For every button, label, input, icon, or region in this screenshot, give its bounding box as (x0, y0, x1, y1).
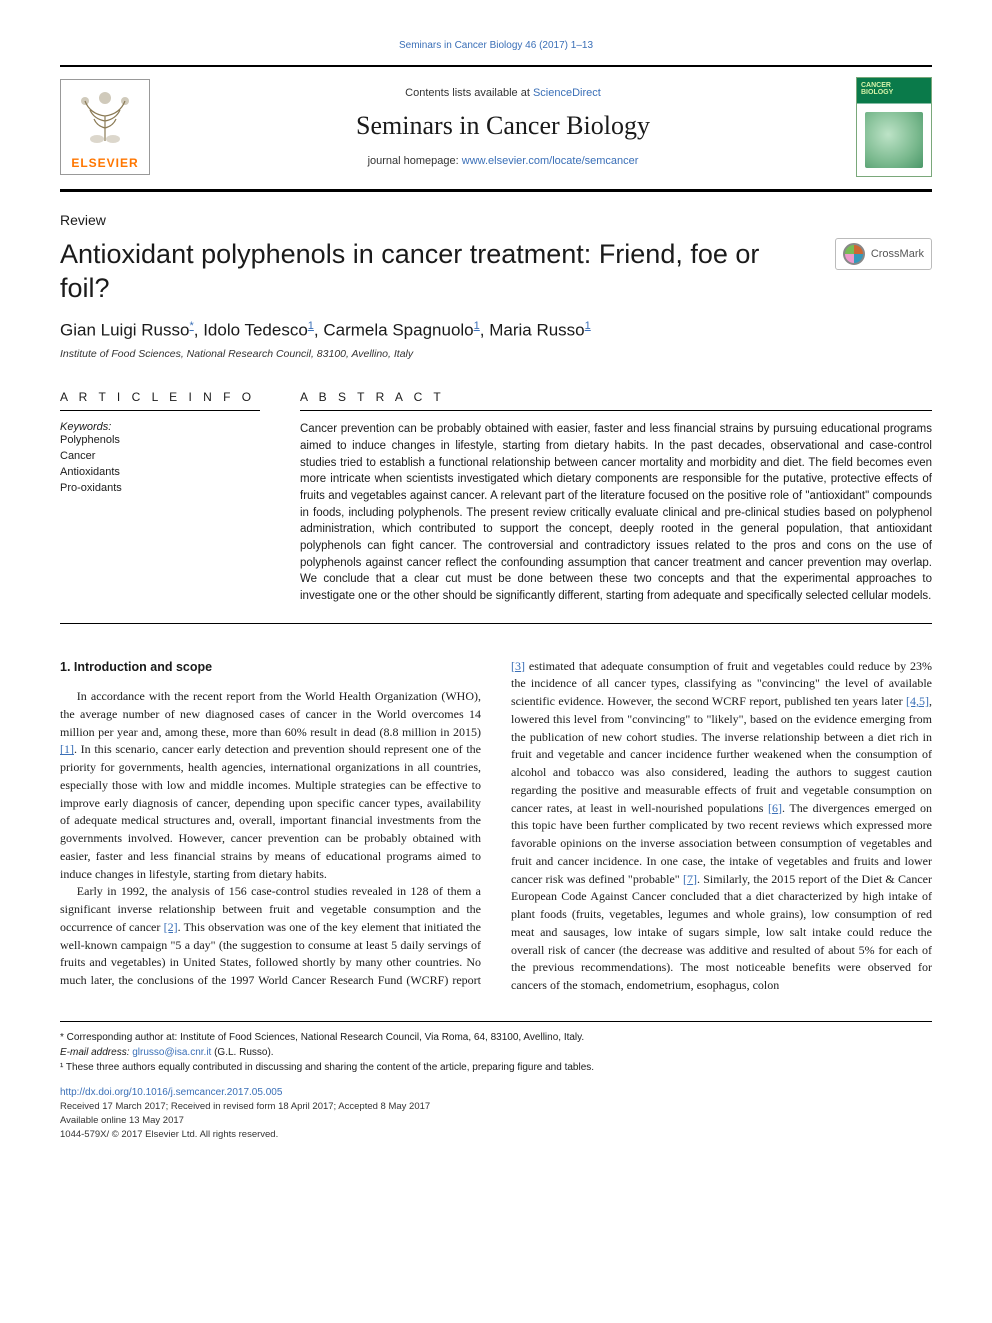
cite-3[interactable]: [3] (511, 659, 525, 673)
page-root: Seminars in Cancer Biology 46 (2017) 1–1… (0, 0, 992, 1173)
doi-line: http://dx.doi.org/10.1016/j.semcancer.20… (60, 1085, 932, 1100)
title-row: Antioxidant polyphenols in cancer treatm… (60, 238, 932, 306)
cover-image-placeholder (865, 112, 923, 168)
journal-cover-thumbnail[interactable]: CANCERBIOLOGY (856, 77, 932, 177)
author-note-3[interactable]: 1 (585, 320, 591, 332)
history-line: Received 17 March 2017; Received in revi… (60, 1100, 932, 1114)
journal-homepage-link[interactable]: www.elsevier.com/locate/semcancer (462, 155, 639, 167)
email-link[interactable]: glrusso@isa.cnr.it (132, 1047, 211, 1058)
author-0: Gian Luigi Russo (60, 320, 189, 339)
sciencedirect-link[interactable]: ScienceDirect (533, 87, 601, 99)
cite-2[interactable]: [2] (164, 920, 178, 934)
article-title: Antioxidant polyphenols in cancer treatm… (60, 238, 815, 306)
journal-header: ELSEVIER Contents lists available at Sci… (60, 65, 932, 192)
footer: * Corresponding author at: Institute of … (60, 1021, 932, 1143)
corresponding-author-note: * Corresponding author at: Institute of … (60, 1030, 932, 1045)
abstract-column: A B S T R A C T Cancer prevention can be… (300, 390, 932, 604)
body-columns: 1. Introduction and scope In accordance … (60, 658, 932, 995)
cite-6[interactable]: [6] (768, 801, 782, 815)
email-label: E-mail address: (60, 1047, 132, 1058)
abstract-text: Cancer prevention can be probably obtain… (300, 421, 932, 604)
article-info-heading: A R T I C L E I N F O (60, 390, 260, 411)
contents-prefix: Contents lists available at (405, 87, 533, 99)
affiliation: Institute of Food Sciences, National Res… (60, 348, 932, 360)
keyword-3: Pro-oxidants (60, 481, 260, 497)
journal-homepage-line: journal homepage: www.elsevier.com/locat… (164, 155, 842, 167)
journal-citation-top[interactable]: Seminars in Cancer Biology 46 (2017) 1–1… (60, 40, 932, 51)
header-center: Contents lists available at ScienceDirec… (164, 87, 842, 167)
keywords-list: Polyphenols Cancer Antioxidants Pro-oxid… (60, 433, 260, 497)
contents-lists-line: Contents lists available at ScienceDirec… (164, 87, 842, 99)
email-suffix: (G.L. Russo). (211, 1047, 273, 1058)
body-para-1: In accordance with the recent report fro… (60, 688, 481, 883)
keyword-0: Polyphenols (60, 433, 260, 449)
author-2: , Carmela Spagnuolo (314, 320, 474, 339)
author-1: , Idolo Tedesco (194, 320, 308, 339)
elsevier-logo[interactable]: ELSEVIER (60, 79, 150, 175)
elsevier-tree-icon (70, 86, 140, 146)
author-3: , Maria Russo (480, 320, 585, 339)
info-abstract-row: A R T I C L E I N F O Keywords: Polyphen… (60, 390, 932, 623)
issn-copyright-line: 1044-579X/ © 2017 Elsevier Ltd. All righ… (60, 1128, 932, 1142)
doi-link[interactable]: http://dx.doi.org/10.1016/j.semcancer.20… (60, 1087, 282, 1098)
crossmark-badge[interactable]: CrossMark (835, 238, 932, 270)
crossmark-label: CrossMark (871, 248, 924, 260)
homepage-prefix: journal homepage: (368, 155, 462, 167)
elsevier-label: ELSEVIER (71, 156, 138, 170)
email-line: E-mail address: glrusso@isa.cnr.it (G.L.… (60, 1045, 932, 1060)
section-1-heading: 1. Introduction and scope (60, 658, 481, 677)
author-contribution-note: ¹ These three authors equally contribute… (60, 1060, 932, 1075)
cite-7[interactable]: [7] (683, 872, 697, 886)
cover-label: CANCERBIOLOGY (861, 82, 893, 97)
keyword-2: Antioxidants (60, 465, 260, 481)
cite-4-5[interactable]: [4,5] (906, 694, 929, 708)
abstract-heading: A B S T R A C T (300, 390, 932, 411)
article-type: Review (60, 212, 932, 228)
authors-line: Gian Luigi Russo*, Idolo Tedesco1, Carme… (60, 320, 932, 341)
article-info-column: A R T I C L E I N F O Keywords: Polyphen… (60, 390, 260, 604)
journal-name: Seminars in Cancer Biology (164, 111, 842, 141)
cite-1[interactable]: [1] (60, 742, 74, 756)
keyword-1: Cancer (60, 449, 260, 465)
available-online-line: Available online 13 May 2017 (60, 1114, 932, 1128)
keywords-label: Keywords: (60, 421, 260, 433)
crossmark-icon (843, 243, 865, 265)
